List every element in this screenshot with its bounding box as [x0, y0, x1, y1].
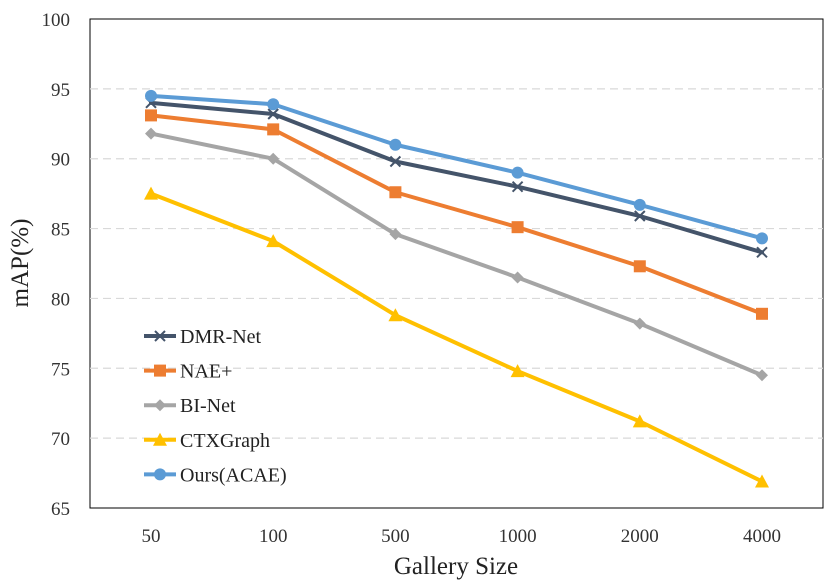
point-bi-net-1000	[511, 271, 524, 284]
point-dmr-net-1000	[511, 180, 524, 193]
point-dmr-net-500	[389, 155, 402, 168]
x-tick-label-100: 100	[259, 526, 288, 547]
legend-label-bi-net: BI-Net	[180, 395, 236, 417]
x-axis-ticks: 50 100 500 1000 2000 4000	[142, 526, 782, 547]
series-dmr-net	[145, 97, 768, 259]
series-line-ours-acae	[149, 93, 764, 241]
legend-marker-dmr-net	[154, 330, 166, 342]
series-layer	[144, 89, 769, 488]
point-bi-net-4000	[756, 369, 768, 382]
y-tick-label-85: 85	[51, 220, 70, 241]
series-line-nae	[149, 113, 764, 316]
point-bi-net-2000	[633, 317, 646, 330]
point-ctxgraph-100	[266, 234, 281, 248]
point-nae-2000	[633, 260, 646, 273]
legend-label-ours-acae: Ours(ACAE)	[180, 464, 287, 486]
point-ctxgraph-500	[388, 308, 403, 322]
point-nae-1000	[511, 221, 524, 234]
legend-item-ours-acae: Ours(ACAE)	[144, 464, 287, 486]
point-dmr-net-100	[267, 108, 279, 120]
x-tick-label-1000: 1000	[499, 526, 537, 547]
legend-marker-bi-net	[154, 399, 166, 412]
point-bi-net-50	[145, 127, 157, 140]
point-ctxgraph-2000	[632, 414, 647, 428]
legend-item-bi-net: BI-Net	[144, 395, 236, 417]
series-line-ctxgraph	[149, 191, 764, 484]
series-bi-net	[145, 127, 768, 382]
point-ours-acae-1000	[511, 166, 524, 179]
legend-label-dmr-net: DMR-Net	[180, 326, 262, 348]
x-tick-label-500: 500	[381, 526, 410, 547]
legend-marker-ours-acae	[154, 468, 166, 481]
point-ctxgraph-50	[144, 186, 158, 200]
gridlines	[90, 88, 823, 439]
x-axis-title: Gallery Size	[394, 553, 518, 580]
y-tick-label-70: 70	[51, 429, 70, 450]
x-tick-label-2000: 2000	[621, 526, 659, 547]
point-nae-50	[145, 109, 157, 122]
y-axis-ticks: 65 70 75 80 85 90 95 100	[42, 10, 71, 520]
point-dmr-net-2000	[634, 210, 646, 222]
point-ctxgraph-4000	[755, 474, 769, 488]
point-ours-acae-100	[267, 98, 280, 111]
y-tick-label-80: 80	[51, 289, 70, 310]
series-nae	[145, 109, 768, 320]
series-ctxgraph	[144, 186, 769, 488]
point-ctxgraph-1000	[510, 364, 525, 378]
series-line-bi-net	[149, 131, 764, 378]
legend-item-dmr-net: DMR-Net	[144, 326, 262, 348]
legend-label-ctxgraph: CTXGraph	[180, 430, 270, 452]
point-ours-acae-2000	[633, 198, 646, 211]
legend-marker-ctxgraph	[153, 432, 167, 446]
point-dmr-net-4000	[756, 246, 768, 259]
legend-marker-nae	[154, 364, 166, 377]
x-tick-label-4000: 4000	[743, 526, 781, 547]
y-tick-label-95: 95	[51, 80, 70, 101]
y-tick-label-90: 90	[51, 150, 70, 171]
legend-item-ctxgraph: CTXGraph	[144, 430, 270, 452]
legend-item-nae: NAE+	[144, 361, 232, 383]
y-tick-label-100: 100	[42, 10, 71, 31]
series-line-dmr-net	[149, 100, 764, 255]
point-nae-500	[389, 186, 402, 199]
y-tick-label-65: 65	[51, 499, 70, 520]
point-ours-acae-4000	[756, 232, 768, 245]
point-ours-acae-50	[145, 89, 157, 102]
series-ours-acae	[145, 89, 768, 245]
y-axis-title: mAP(%)	[7, 219, 34, 308]
point-nae-4000	[756, 307, 768, 320]
legend: DMR-Net NAE+ BI-Net CTXGraph Ours(ACAE)	[144, 326, 287, 486]
point-bi-net-500	[389, 228, 402, 241]
x-tick-label-50: 50	[142, 526, 161, 547]
point-nae-100	[267, 123, 280, 136]
point-bi-net-100	[267, 152, 280, 165]
point-ours-acae-500	[389, 138, 402, 151]
y-tick-label-75: 75	[51, 359, 70, 380]
legend-label-nae: NAE+	[180, 361, 232, 383]
